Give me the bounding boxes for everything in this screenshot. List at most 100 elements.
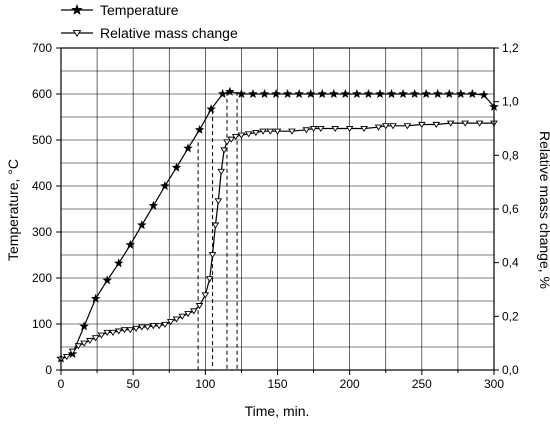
data-point [381,123,390,130]
data-point [103,329,111,336]
y-left-axis-ticks: 0 100 200 300 400 500 600 700 [32,41,61,377]
data-point [309,125,318,133]
data-point [114,328,123,335]
data-point [302,127,311,134]
series-relative-mass-change [57,120,498,363]
x-axis-label: Time, min. [245,403,310,419]
y-right-tick-label: 1,0 [502,95,519,109]
data-point [231,134,240,141]
y-right-axis-ticks: 0,0 0,2 0,4 0,6 0,8 1,0 1,2 [494,41,519,377]
data-point [80,340,88,347]
data-point [248,89,258,99]
data-point [444,89,455,99]
y-left-tick-label: 600 [32,87,52,101]
x-tick-label: 200 [340,377,360,391]
data-point [244,131,253,138]
data-point [189,308,198,315]
data-point [345,125,354,133]
data-point [171,162,182,172]
data-point [97,332,106,339]
data-point [316,125,325,133]
y-right-tick-label: 0,2 [502,309,519,323]
x-tick-label: 100 [195,377,215,391]
y-left-tick-label: 300 [32,225,52,239]
x-tick-label: 250 [412,377,432,391]
data-point [409,89,420,99]
data-point [479,89,489,99]
x-tick-label: 150 [267,377,287,391]
data-point [217,168,226,175]
data-point [225,86,235,96]
data-point [206,104,216,114]
data-point [109,329,117,336]
data-point [389,123,397,130]
y-left-axis-label: Temperature, °C [5,159,21,261]
vertical-dashed-lines [197,91,238,370]
data-point [467,89,478,99]
data-point [143,324,152,331]
data-point [155,323,163,330]
data-point [446,120,455,127]
y-right-tick-label: 1,2 [502,41,519,55]
data-point [374,124,383,131]
data-point [125,239,136,249]
y-right-axis-label: Relative mass change, % [537,131,550,289]
legend-label: Relative mass change [100,25,238,41]
data-point [363,89,374,99]
data-point [475,120,484,127]
data-point [184,311,192,318]
data-point [398,89,408,99]
x-tick-label: 300 [484,377,504,391]
data-point [386,89,397,99]
data-point [90,293,101,303]
data-point [266,128,275,135]
data-point [432,89,443,99]
data-point [282,89,293,99]
data-point [172,316,181,323]
data-point [223,139,231,146]
data-point [461,120,469,127]
y-left-tick-label: 400 [32,179,52,193]
y-right-tick-label: 0,8 [502,148,519,162]
legend-star-marker [71,4,83,15]
data-point [68,348,77,355]
data-point [132,325,140,332]
legend-item-temperature: Temperature [61,2,179,18]
data-point [352,89,362,99]
x-tick-label: 50 [126,377,140,391]
data-point [214,198,223,205]
data-point [340,89,351,99]
y-left-tick-label: 100 [32,317,52,331]
y-right-tick-label: 0,0 [502,363,519,377]
data-point [120,327,129,334]
data-point [259,128,267,135]
data-point [236,89,247,99]
data-point [217,89,228,99]
data-point [86,337,94,345]
data-point [273,128,282,135]
data-point [74,343,83,350]
data-point [288,128,296,135]
data-point [456,89,466,99]
data-point [102,275,112,285]
y-left-tick-label: 0 [45,363,52,377]
data-point [331,125,340,133]
data-point [227,136,236,143]
data-point [360,125,368,133]
data-point [137,220,147,230]
data-point [91,335,100,342]
data-point [160,181,170,191]
y-right-tick-label: 0,6 [502,202,519,216]
data-point [149,323,158,330]
series-line [60,122,494,360]
data-point [305,89,316,99]
data-point [79,321,89,331]
x-tick-label: 0 [58,377,65,391]
data-point [259,89,270,99]
data-point [252,129,260,137]
legend-triangle-marker [72,30,82,37]
data-point [205,276,214,283]
legend-item-relative-mass-change: Relative mass change [61,25,238,41]
data-point [183,143,193,153]
